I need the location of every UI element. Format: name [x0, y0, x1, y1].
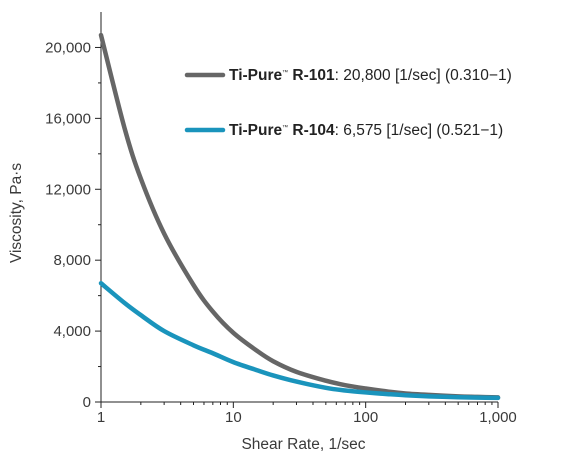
x-tick-label: 100 [353, 409, 378, 426]
x-axis-title: Shear Rate, 1/sec [241, 436, 365, 453]
y-axis-title: Viscosity, Pa·s [8, 163, 25, 263]
series-line-2 [98, 280, 501, 401]
x-tick-label: 1 [97, 409, 105, 426]
x-tick-label: 10 [225, 409, 242, 426]
y-tick-label: 0 [83, 394, 91, 411]
y-tick-label: 4,000 [53, 323, 91, 340]
legend-label-2: Ti-Pure™ R-104: 6,575 [1/sec] (0.521−1) [229, 122, 503, 139]
y-tick-label: 16,000 [45, 110, 91, 127]
y-tick-label: 20,000 [45, 39, 91, 56]
legend-label-1: Ti-Pure™ R-101: 20,800 [1/sec] (0.310−1) [229, 67, 512, 84]
legend: Ti-Pure™ R-101: 20,800 [1/sec] (0.310−1)… [184, 67, 512, 139]
axes: 0 4,000 8,000 12,000 16,000 20,000 1 10 100 1,000 [45, 12, 517, 426]
series-line-1 [98, 32, 501, 400]
series-lines [98, 32, 501, 401]
x-tick-label: 1,000 [479, 409, 517, 426]
y-tick-label: 8,000 [53, 252, 91, 269]
y-tick-label: 12,000 [45, 181, 91, 198]
